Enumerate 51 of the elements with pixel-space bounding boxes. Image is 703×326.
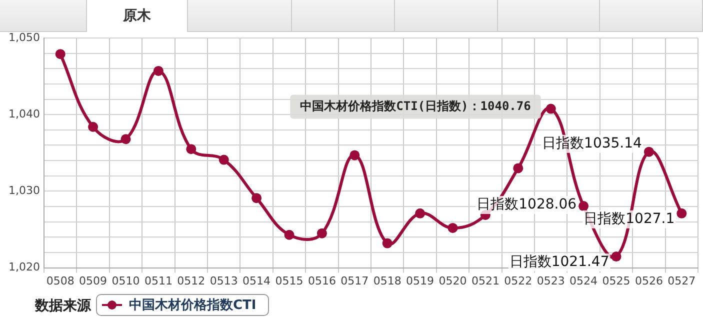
point — [186, 144, 196, 154]
x-tick-label: 0512 — [177, 274, 206, 288]
point — [546, 104, 556, 114]
x-tick-label: 0514 — [242, 274, 271, 288]
data-label: 日指数1028.06 — [476, 196, 577, 213]
point — [120, 134, 131, 144]
point — [676, 208, 687, 218]
x-tick-label: 0513 — [210, 274, 238, 288]
point — [316, 228, 327, 238]
x-tick-label: 0508 — [46, 274, 74, 288]
x-tick-label: 0526 — [634, 274, 663, 288]
point — [252, 193, 262, 204]
x-tick-label: 0510 — [112, 274, 140, 288]
point — [88, 122, 98, 132]
data-label: 日指数1035.14 — [542, 135, 642, 152]
point — [55, 49, 66, 60]
legend-label: 中国木材价格指数CTI — [129, 297, 256, 314]
x-tick-label: 0525 — [602, 274, 630, 288]
x-tick-label: 0523 — [536, 274, 565, 288]
y-tick-label: 1,050 — [8, 30, 40, 44]
point — [578, 201, 589, 212]
point — [382, 238, 392, 248]
point — [448, 222, 458, 233]
data-label: 日指数1027.1 — [584, 211, 675, 228]
point — [644, 146, 654, 157]
x-tick-label: 0522 — [504, 274, 532, 288]
y-tick-label: 1,020 — [8, 260, 40, 274]
x-tick-label: 0520 — [438, 274, 467, 288]
x-tick-label: 0511 — [144, 274, 172, 288]
annotation: 中国木材价格指数CTI(日指数)：1040.76 — [300, 98, 531, 113]
x-tick-label: 0519 — [406, 274, 434, 288]
x-tick-label: 0509 — [79, 274, 108, 288]
x-tick-label: 0517 — [340, 274, 369, 288]
point — [153, 66, 164, 76]
x-tick-label: 0518 — [373, 274, 402, 288]
point — [513, 163, 524, 174]
tab-bar: 原木 — [0, 0, 703, 32]
y-tick-label: 1,040 — [8, 107, 40, 120]
x-tick-label: 0516 — [308, 274, 336, 288]
y-tick-label: 1,030 — [8, 184, 40, 198]
x-tick-label: 0524 — [570, 274, 598, 288]
point — [218, 154, 229, 165]
point — [611, 252, 622, 262]
text: 数据来源 — [35, 297, 91, 315]
x-tick-label: 0527 — [668, 274, 696, 288]
point — [284, 230, 294, 240]
point — [415, 208, 426, 218]
x-tick-label: 0515 — [275, 274, 304, 288]
x-tick-label: 0521 — [471, 274, 500, 288]
data-label: 日指数1021.47 — [509, 254, 610, 270]
point — [350, 150, 360, 160]
